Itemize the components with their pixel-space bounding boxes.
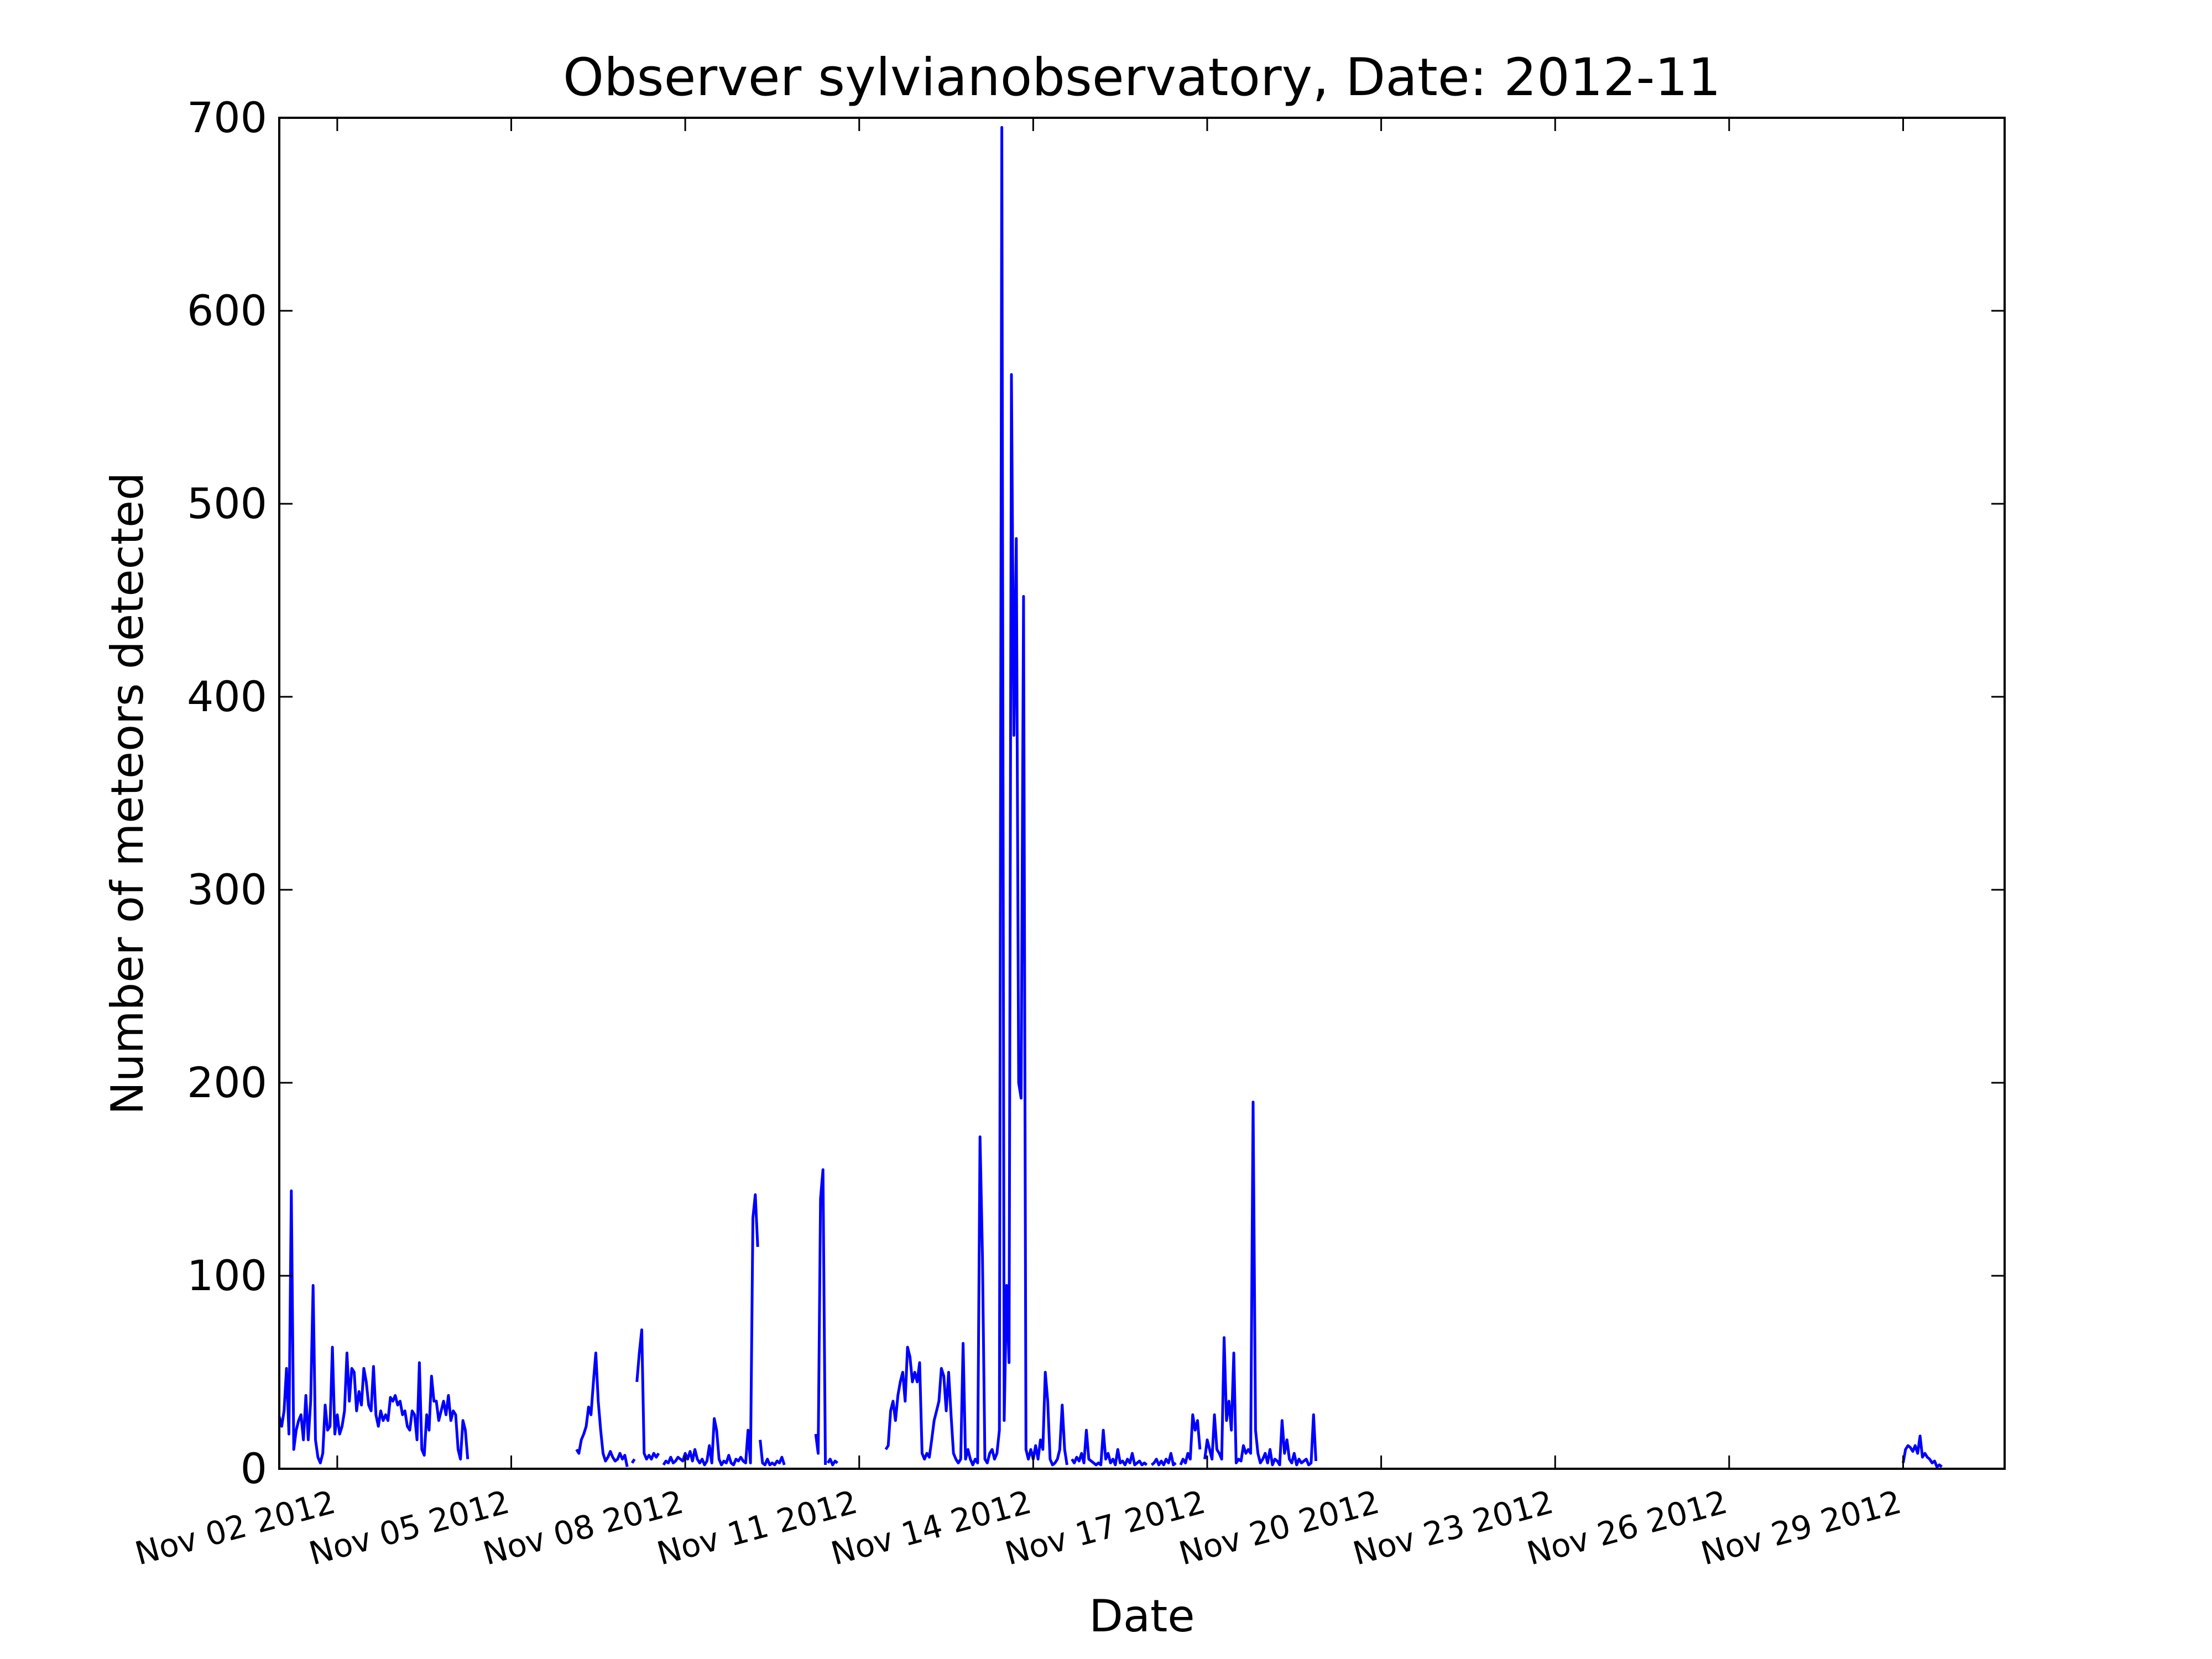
- series-line-segment-1: [278, 1189, 469, 1464]
- series-line-segment-10: [1071, 1428, 1148, 1467]
- y-tick-label: 400: [187, 672, 267, 721]
- series-layer: [278, 126, 1943, 1468]
- series-line-segment-5: [662, 1193, 759, 1467]
- y-axis-label: Number of meteors detected: [102, 472, 153, 1115]
- y-tick-label: 500: [187, 479, 267, 528]
- series-line-segment-13: [1203, 1100, 1318, 1467]
- y-tick-label: 0: [241, 1444, 267, 1493]
- series-line-segment-4: [635, 1328, 660, 1461]
- series-line-segment-7: [814, 1168, 827, 1465]
- plot-frame: [278, 117, 2006, 1470]
- series-line-segment-6: [759, 1439, 786, 1467]
- y-tick-label: 600: [187, 286, 267, 335]
- series-line-segment-14: [1902, 1434, 1943, 1468]
- x-axis-label: Date: [1089, 1590, 1194, 1642]
- series-line-segment-12: [1179, 1413, 1202, 1465]
- series-line-segment-11: [1150, 1452, 1177, 1467]
- series-line-segment-3: [630, 1458, 636, 1464]
- series-line-segment-8: [826, 1458, 838, 1467]
- y-tick-label: 200: [187, 1058, 267, 1107]
- y-tick-label: 100: [187, 1251, 267, 1300]
- series-line-segment-2: [575, 1352, 629, 1468]
- y-tick-label: 300: [187, 865, 267, 914]
- series-line-segment-9: [884, 126, 1068, 1467]
- chart-title: Observer sylvianobservatory, Date: 2012-…: [563, 48, 1721, 108]
- y-tick-label: 700: [187, 93, 267, 142]
